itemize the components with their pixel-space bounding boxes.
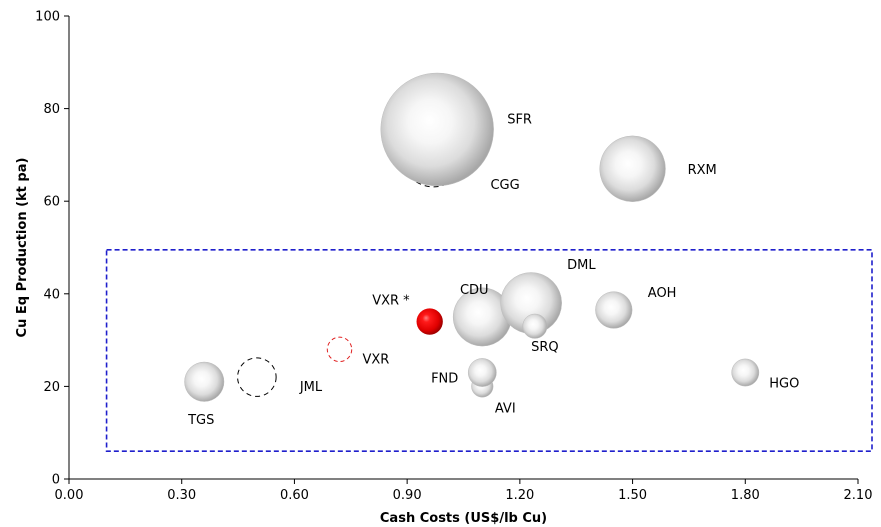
x-tick-label: 0.90 [393, 488, 422, 503]
bubble-srq [522, 313, 548, 339]
y-tick-label: 60 [43, 195, 60, 210]
x-tick-label: 0.60 [280, 488, 309, 503]
y-tick-label: 80 [43, 102, 60, 117]
x-tick-label: 1.80 [731, 488, 760, 503]
y-tick-label: 40 [43, 287, 60, 302]
bubble-tgs [184, 361, 225, 402]
bubble-sfr [380, 72, 494, 187]
bubble-fnd [467, 358, 497, 387]
x-tick-label: 0.30 [167, 488, 196, 503]
label-hgo: HGO [769, 377, 799, 392]
label-vxr: VXR * [372, 294, 410, 309]
label-cgg: CGG [490, 178, 519, 193]
bubble-aoh [595, 291, 633, 329]
bubble-vxr-outline [326, 336, 353, 363]
highlight-box [105, 249, 873, 453]
y-tick-label: 100 [35, 10, 60, 25]
label-srq: SRQ [531, 340, 559, 355]
x-tick-label: 1.50 [618, 488, 647, 503]
bubble-jml-outline [237, 357, 277, 397]
label-rxm: RXM [688, 163, 717, 178]
y-axis-title: Cu Eq Production (kt pa) [15, 158, 30, 338]
label-aoh: AOH [648, 286, 677, 301]
bubble-vxr [416, 308, 443, 335]
bubble-labels: SFR CGG RXM CDU DML VXR * SRQ AOH VXR FND AVI TGS JM… [187, 112, 799, 427]
label-dml: DML [567, 258, 596, 273]
label-avi: AVI [495, 401, 516, 416]
bubble-hgo [731, 358, 760, 387]
label-cdu: CDU [460, 283, 489, 298]
label-sfr: SFR [507, 112, 532, 127]
y-tick-label: 20 [43, 380, 60, 395]
annotation-box-layer [105, 249, 873, 453]
label-fnd: FND [431, 372, 458, 387]
x-axis-title: Cash Costs (US$/lb Cu) [380, 511, 547, 526]
x-tick-label: 1.20 [505, 488, 534, 503]
ticks: 0.00 0.30 0.60 0.90 1.20 1.50 1.80 2.10 0 20 40 60 8… [35, 10, 872, 504]
label-jml: JML [299, 380, 323, 395]
bubble-rxm [599, 135, 666, 202]
x-tick-label: 0.00 [55, 488, 84, 503]
bubbles [184, 72, 760, 402]
label-tgs: TGS [187, 413, 214, 428]
axes [68, 16, 858, 480]
label-vxr: VXR [363, 352, 390, 367]
y-tick-label: 0 [52, 473, 60, 488]
x-tick-label: 2.10 [844, 488, 873, 503]
